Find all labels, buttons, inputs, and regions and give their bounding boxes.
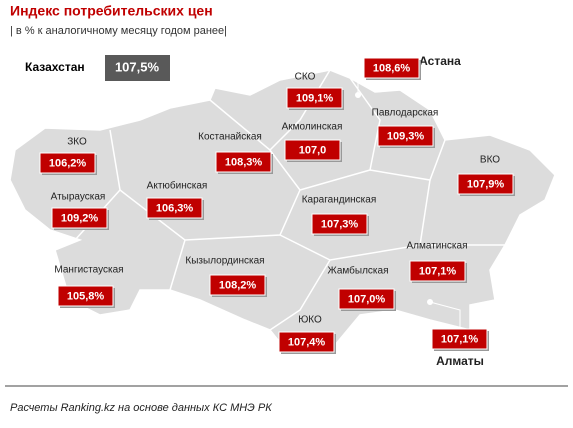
region-value: 109,1% <box>296 92 334 104</box>
region-box <box>39 152 96 174</box>
region-box <box>146 197 203 219</box>
region-value: 107,3% <box>321 218 359 230</box>
region-box <box>457 173 514 195</box>
region-value: 107,0 <box>299 144 327 156</box>
region-box <box>284 139 341 161</box>
region-box <box>57 285 114 307</box>
region-value: 108,2% <box>219 279 257 291</box>
region-box <box>209 274 266 296</box>
region-value: 109,2% <box>61 212 99 224</box>
region-value: 108,3% <box>225 156 263 168</box>
region-value: 107,1% <box>419 265 457 277</box>
region-name: Атырауская <box>51 192 106 203</box>
region-name: Алматинская <box>407 241 468 252</box>
region-box <box>311 213 368 235</box>
region-box <box>338 288 395 310</box>
region-name: Актюбинская <box>147 180 208 192</box>
region-name: Павлодарская <box>372 108 439 119</box>
region-name: ЗКО <box>67 137 87 148</box>
region-value: 108,6% <box>373 62 411 74</box>
almaty-pointer <box>429 301 461 329</box>
astana-pointer <box>357 67 364 95</box>
subtitle: | в % к аналогичному месяцу годом ранее| <box>10 25 227 37</box>
region-value: 106,2% <box>49 157 87 169</box>
region-box <box>431 328 488 350</box>
region-name: Мангистауская <box>54 265 123 276</box>
region-box <box>278 331 335 353</box>
source: Расчеты Ranking.kz на основе данных КС М… <box>10 402 272 414</box>
country-name: Казахстан <box>25 60 85 74</box>
region-borders <box>74 69 505 331</box>
region-name: СКО <box>295 72 316 83</box>
region-name: Карагандинская <box>302 195 377 206</box>
region-box <box>286 87 343 109</box>
region-box <box>377 125 434 147</box>
regions: СКО 109,1% Астана 108,6% Акмолинская 107,0 Пав… <box>39 54 515 368</box>
country-value: 107,5% <box>115 59 160 74</box>
country-box <box>105 55 170 81</box>
region-name: Астана <box>419 54 461 68</box>
region-name: ВКО <box>480 155 500 166</box>
region-name: Костанайская <box>198 132 262 143</box>
region-value: 107,1% <box>441 333 479 345</box>
region-name: Жамбылская <box>328 265 389 277</box>
region-value: 107,9% <box>467 178 505 190</box>
region-name: Алматы <box>436 354 484 368</box>
region-value: 107,4% <box>288 336 326 348</box>
region-value: 109,3% <box>387 130 425 142</box>
region-name: Кызылординская <box>185 256 264 267</box>
region-box <box>51 207 108 229</box>
region-name: Акмолинская <box>282 122 343 133</box>
title: Индекс потребительских цен <box>10 3 213 19</box>
region-box <box>409 260 466 282</box>
region-box <box>215 151 272 173</box>
region-name: ЮКО <box>298 315 322 326</box>
region-value: 107,0% <box>348 293 386 305</box>
region-value: 105,8% <box>67 290 105 302</box>
region-value: 106,3% <box>156 202 194 214</box>
region-box <box>363 57 420 79</box>
almaty-dot <box>427 299 433 305</box>
astana-dot <box>355 92 361 98</box>
